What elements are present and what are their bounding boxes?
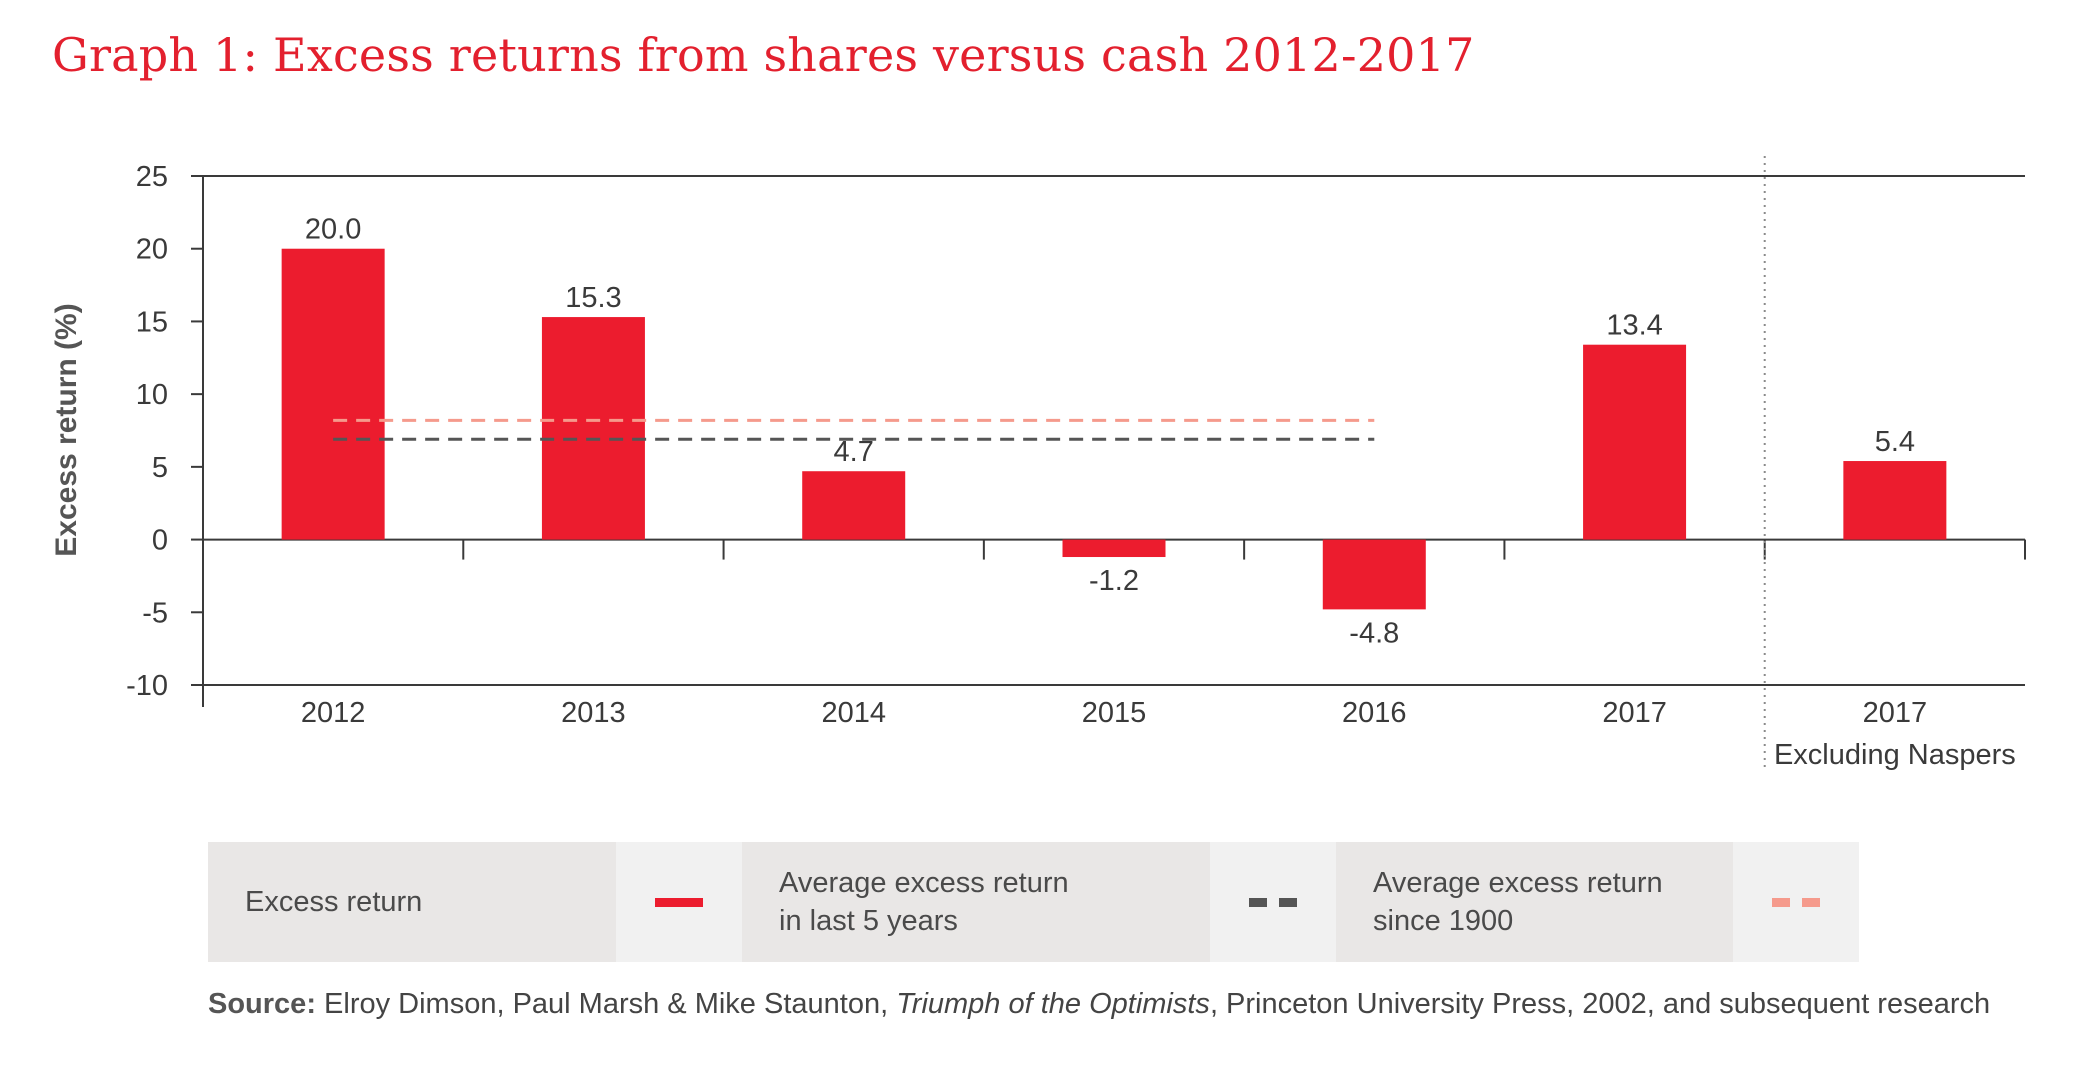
bar-2012 — [281, 248, 385, 540]
bar-2015 — [1062, 539, 1166, 558]
x-tick-label: 2013 — [561, 697, 626, 729]
x-tick-label: 2015 — [1082, 697, 1147, 729]
data-label: 5.4 — [1875, 426, 1915, 458]
y-tick-label: 15 — [136, 306, 168, 338]
legend: Excess return Average excess return in la… — [208, 842, 1859, 962]
legend-swatch-avg-5-years — [1210, 842, 1336, 962]
page-title: Graph 1: Excess returns from shares vers… — [52, 28, 1475, 82]
bar-2016 — [1322, 539, 1426, 610]
x-tick-label: 2016 — [1342, 697, 1407, 729]
data-label: 15.3 — [565, 282, 621, 314]
y-axis-label: Excess return (%) — [50, 303, 83, 556]
x-tick-label: 2017 — [1863, 697, 1928, 729]
legend-label-avg-since-1900: Average excess return since 1900 — [1336, 842, 1733, 962]
data-label: 20.0 — [305, 214, 361, 246]
y-tick-label: 20 — [136, 234, 168, 266]
source-authors: Elroy Dimson, Paul Marsh & Mike Staunton… — [315, 988, 897, 1020]
source-prefix: Source: — [208, 988, 316, 1020]
data-label: -1.2 — [1089, 565, 1139, 597]
x-tick-label: 2014 — [821, 697, 886, 729]
y-tick-label: 0 — [152, 525, 168, 557]
bar-chart: 2520151050-5-1020.015.34.7-1.2-4.813.45.… — [50, 156, 2026, 771]
bar-2014 — [802, 471, 906, 540]
legend-swatch-excess-return — [616, 842, 742, 962]
data-label: 13.4 — [1606, 310, 1662, 342]
y-tick-label: 10 — [136, 379, 168, 411]
source-note: Source: Elroy Dimson, Paul Marsh & Mike … — [208, 988, 1990, 1021]
y-tick-label: 5 — [152, 452, 168, 484]
y-tick-label: -10 — [126, 670, 168, 702]
bar-2017 — [1843, 461, 1947, 540]
source-publisher: , Princeton University Press, 2002, and … — [1209, 988, 1991, 1020]
data-label: -4.8 — [1349, 617, 1399, 649]
x-tick-sublabel: Excluding Naspers — [1774, 739, 2016, 771]
bar-2013 — [541, 317, 645, 540]
x-tick-label: 2017 — [1602, 697, 1667, 729]
legend-label-avg-5-years: Average excess return in last 5 years — [742, 842, 1210, 962]
legend-label-excess-return: Excess return — [208, 842, 616, 962]
data-label: 4.7 — [834, 436, 874, 468]
bar-2017 — [1583, 344, 1687, 540]
y-tick-label: -5 — [142, 597, 168, 629]
x-tick-label: 2012 — [301, 697, 366, 729]
source-book-title: Triumph of the Optimists — [896, 988, 1210, 1020]
legend-swatch-avg-since-1900 — [1733, 842, 1859, 962]
y-tick-label: 25 — [136, 161, 168, 193]
